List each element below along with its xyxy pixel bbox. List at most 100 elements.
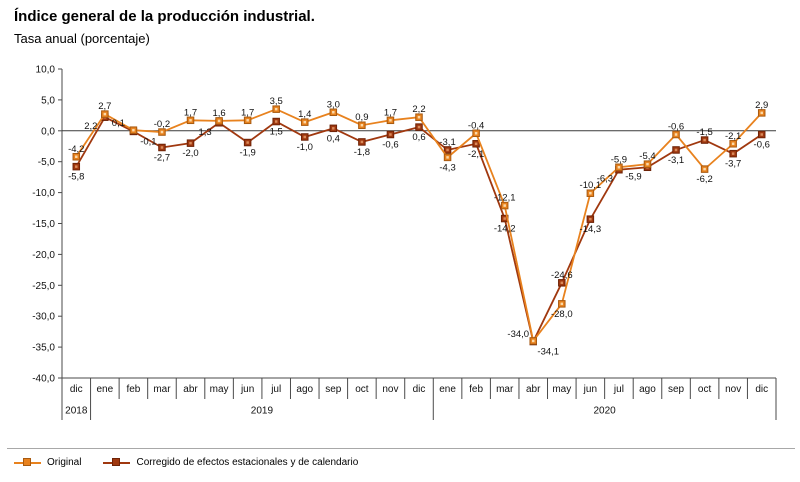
data-label: -0,2 [154, 119, 170, 130]
data-label: -24,6 [551, 270, 573, 281]
data-label: -5,9 [611, 154, 627, 165]
data-label: -3,7 [725, 159, 741, 170]
original-series-line [75, 108, 763, 344]
corregido-marker-center [303, 135, 307, 139]
legend-label-corregido: Corregido de efectos estacionales y de c… [136, 457, 359, 468]
month-label: jun [583, 384, 597, 395]
corregido-marker-center [760, 133, 763, 136]
data-label: 1,7 [241, 107, 254, 118]
page-subtitle: Tasa anual (porcentaje) [14, 31, 150, 46]
data-label: 1,4 [298, 109, 311, 120]
month-label: feb [126, 384, 140, 395]
month-label: dic [413, 384, 426, 395]
legend-square [23, 457, 31, 466]
original-marker-center [703, 167, 706, 171]
data-label: -14,3 [580, 224, 602, 235]
data-label: 1,6 [212, 108, 225, 119]
y-axis-label: -35,0 [32, 343, 55, 354]
corregido-marker-center [560, 281, 564, 285]
data-label: -0,4 [468, 120, 484, 131]
original-marker-center [360, 123, 364, 127]
corregido-marker-center [503, 217, 506, 220]
y-axis-label: 10,0 [36, 65, 56, 76]
corregido-marker-center [674, 148, 678, 152]
data-label: 2,9 [755, 100, 768, 111]
data-label: -2,0 [182, 148, 198, 159]
data-label: -1,0 [297, 142, 313, 153]
original-marker-center [731, 142, 735, 146]
corregido-series-marker-icon [103, 457, 131, 468]
month-label: sep [668, 384, 685, 395]
original-marker-center [217, 119, 221, 123]
corregido-marker-center [731, 152, 735, 155]
data-label: -28,0 [551, 309, 573, 320]
month-label: abr [183, 384, 198, 395]
month-label: mar [153, 384, 171, 395]
data-label: 0,9 [355, 112, 368, 123]
corregido-marker-center [703, 138, 706, 142]
data-label: -10,1 [580, 180, 602, 191]
data-label: -2,1 [725, 131, 741, 142]
data-label: 2,2 [412, 104, 425, 115]
data-label: 3,5 [270, 96, 283, 107]
legend-label-original: Original [47, 457, 82, 468]
data-label: 1,5 [270, 127, 283, 138]
data-label: 0,4 [327, 133, 340, 144]
month-label: nov [382, 384, 398, 395]
data-label: -0,6 [754, 140, 770, 151]
data-label: -2,7 [154, 152, 170, 163]
original-marker-center [560, 302, 564, 306]
original-marker-center [332, 111, 335, 114]
data-label: -1,9 [239, 148, 255, 159]
month-label: nov [725, 384, 741, 395]
month-label: feb [469, 384, 483, 395]
original-marker-center [531, 339, 535, 343]
data-label: 3,0 [327, 99, 340, 110]
legend-item-corregido: Corregido de efectos estacionales y de c… [103, 457, 358, 468]
data-label: -0,1 [140, 136, 156, 147]
y-axis-label: 5,0 [41, 95, 55, 106]
y-axis-label: -5,0 [38, 157, 56, 168]
data-label: -34,1 [537, 347, 559, 358]
separator-line [7, 448, 795, 449]
data-label: 2,2 [84, 121, 97, 132]
data-label: -3,1 [439, 137, 455, 148]
y-axis-label: -20,0 [32, 250, 55, 261]
data-label: 0,6 [412, 132, 425, 143]
original-marker-center [646, 162, 649, 166]
chart-legend: Original Corregido de efectos estacional… [14, 457, 358, 468]
corregido-marker-center [589, 217, 592, 221]
corregido-marker-center [389, 133, 392, 136]
month-label: ene [96, 384, 113, 395]
original-marker-center [474, 132, 478, 135]
month-label: ene [439, 384, 456, 395]
data-label: -4,2 [68, 144, 84, 155]
y-axis-label: -40,0 [32, 374, 55, 385]
month-label: abr [526, 384, 541, 395]
industrial-production-chart: 10,0 5,0 0,0 -5,0 -10,0 -15,0 -20,0 -25,0 -30,0 -… [32, 65, 777, 420]
corregido-marker-center [189, 141, 192, 145]
legend-square [112, 457, 121, 466]
original-marker-center [617, 166, 621, 169]
month-label: may [210, 384, 229, 395]
data-label: -4,3 [439, 162, 455, 173]
y-axis-label: -15,0 [32, 219, 55, 230]
corregido-series-line [75, 116, 763, 345]
original-marker-center [160, 130, 164, 134]
data-label: -1,5 [696, 127, 712, 138]
original-marker-center [760, 111, 763, 115]
original-marker-center [589, 191, 592, 195]
month-label: oct [698, 384, 712, 395]
month-label: dic [755, 384, 768, 395]
corregido-marker-center [246, 141, 249, 144]
corregido-marker-center [274, 120, 278, 123]
original-marker-center [389, 119, 392, 122]
original-marker-center [189, 119, 192, 122]
original-marker-center [246, 119, 249, 122]
data-label: 2,7 [98, 101, 111, 112]
data-label: 1,7 [384, 107, 397, 118]
original-marker-center [417, 115, 421, 119]
corregido-marker-center [360, 140, 364, 144]
original-series-marker-icon [14, 457, 41, 468]
corregido-marker-center [474, 142, 478, 146]
